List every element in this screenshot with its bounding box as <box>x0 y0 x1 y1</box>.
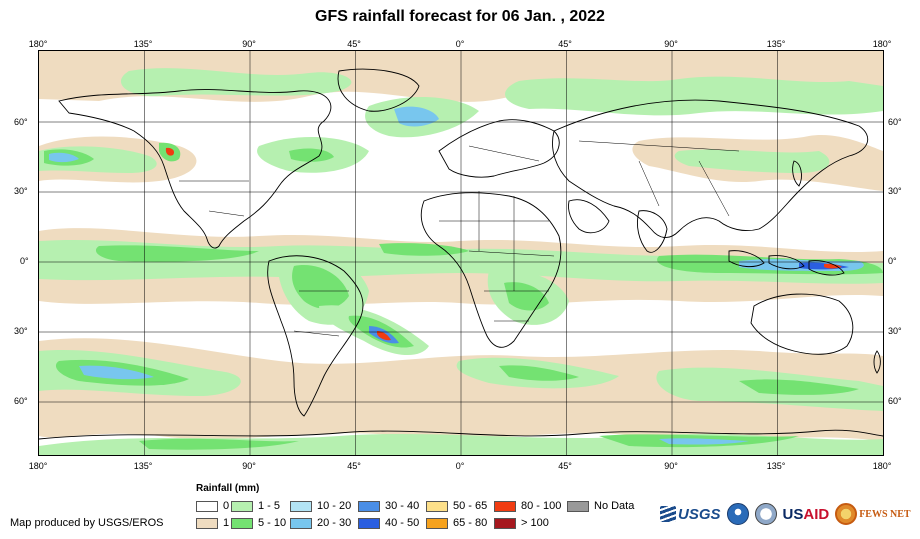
legend-item-5: 20 - 30 <box>290 516 351 530</box>
lon-label: 135° <box>766 39 786 49</box>
legend-label: No Data <box>594 500 635 512</box>
usaid-logo-prefix: US <box>782 505 804 523</box>
lon-label: 0° <box>455 39 465 49</box>
legend-label: > 100 <box>521 517 549 529</box>
legend-item-1: 1 <box>196 516 229 530</box>
legend-label: 5 - 10 <box>258 517 287 529</box>
legend-swatch <box>567 500 589 512</box>
lon-label: 180° <box>872 461 892 471</box>
credit-text: Map produced by USGS/EROS <box>10 517 164 529</box>
lon-label: 135° <box>133 39 153 49</box>
lat-label: 30° <box>14 326 28 336</box>
usgs-logo-icon: USGS <box>660 506 721 523</box>
lon-label: 180° <box>28 461 48 471</box>
legend-item-6: 30 - 40 <box>358 499 419 513</box>
legend-swatch <box>426 500 448 512</box>
legend-item-4: 10 - 20 <box>290 499 351 513</box>
legend-label: 40 - 50 <box>385 517 420 529</box>
legend-swatch <box>231 517 253 529</box>
graticule <box>39 51 883 455</box>
lon-label: 45° <box>558 461 572 471</box>
lon-label: 90° <box>242 461 256 471</box>
legend-swatch <box>426 517 448 529</box>
legend-item-12: No Data <box>567 499 634 513</box>
legend-item-8: 50 - 65 <box>426 499 487 513</box>
legend-item-11: > 100 <box>494 516 549 530</box>
lon-label: 45° <box>347 461 361 471</box>
legend-swatch <box>196 500 218 512</box>
agency-logos: USGS USAID FEWS NET <box>660 499 916 529</box>
lon-label: 90° <box>242 39 256 49</box>
map-title: GFS rainfall forecast for 06 Jan. , 2022 <box>315 8 605 25</box>
lon-label: 90° <box>664 39 678 49</box>
lat-label: 30° <box>888 326 902 336</box>
fews-net-logo-icon: FEWS NET <box>835 503 911 525</box>
legend-item-2: 1 - 5 <box>231 499 280 513</box>
lon-label: 0° <box>455 461 465 471</box>
legend-label: 80 - 100 <box>521 500 562 512</box>
lon-label: 45° <box>347 39 361 49</box>
legend-label: 65 - 80 <box>453 517 488 529</box>
legend-label: 30 - 40 <box>385 500 420 512</box>
legend-item-3: 5 - 10 <box>231 516 286 530</box>
lat-label: 30° <box>14 186 28 196</box>
legend-item-10: 80 - 100 <box>494 499 561 513</box>
fews-globe-icon <box>835 503 858 525</box>
legend-swatch <box>290 500 312 512</box>
legend-label: 1 - 5 <box>258 500 281 512</box>
noaa-logo-icon <box>726 503 749 525</box>
legend-swatch <box>494 500 516 512</box>
fews-net-logo-text: FEWS NET <box>859 508 911 520</box>
lat-label: 30° <box>888 186 902 196</box>
usaid-logo: USAID <box>783 506 830 523</box>
rainfall-map-canvas <box>39 51 883 455</box>
coastlines <box>39 68 883 440</box>
usaid-seal-icon <box>754 503 777 525</box>
legend-title: Rainfall (mm) <box>196 483 260 494</box>
usaid-logo-suffix: AID <box>803 505 830 523</box>
legend-swatch <box>358 517 380 529</box>
lon-label: 45° <box>558 39 572 49</box>
legend-item-7: 40 - 50 <box>358 516 419 530</box>
lat-label: 60° <box>14 117 28 127</box>
legend-label: 10 - 20 <box>317 500 352 512</box>
lon-label: 135° <box>766 461 786 471</box>
lon-label: 90° <box>664 461 678 471</box>
legend-label: 1 <box>223 517 230 529</box>
legend-label: 0 <box>223 500 230 512</box>
country-borders <box>179 140 740 337</box>
legend-swatch <box>196 517 218 529</box>
legend-label: 50 - 65 <box>453 500 488 512</box>
rainfall-map[interactable] <box>38 50 884 456</box>
lat-label: 60° <box>888 396 902 406</box>
legend-swatch <box>358 500 380 512</box>
lat-label: 60° <box>888 117 902 127</box>
lon-label: 180° <box>28 39 48 49</box>
lat-label: 0° <box>20 256 29 266</box>
legend-swatch <box>231 500 253 512</box>
usgs-logo-text: USGS <box>678 505 721 523</box>
lon-label: 135° <box>133 461 153 471</box>
lon-label: 180° <box>872 39 892 49</box>
legend-swatch <box>290 517 312 529</box>
legend-label: 20 - 30 <box>317 517 352 529</box>
legend-swatch <box>494 517 516 529</box>
lat-label: 60° <box>14 396 28 406</box>
legend-item-9: 65 - 80 <box>426 516 487 530</box>
legend-item-0: 0 <box>196 499 229 513</box>
usgs-bars-icon <box>660 506 676 522</box>
lat-label: 0° <box>888 256 897 266</box>
